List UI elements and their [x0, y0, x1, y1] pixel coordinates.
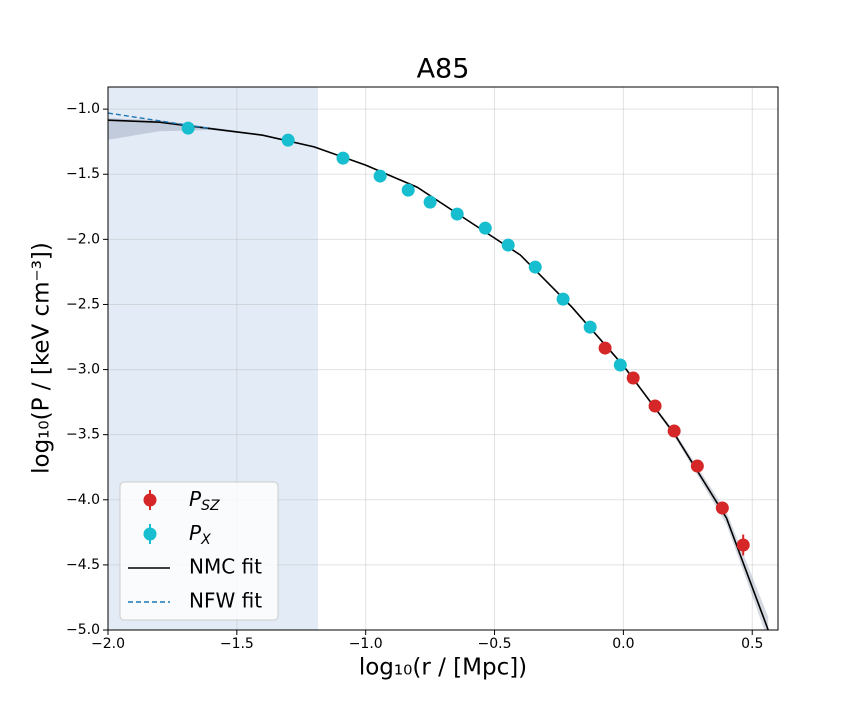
- y-tick-label: −4.5: [66, 557, 100, 573]
- point: [373, 169, 387, 183]
- fit-line: [108, 112, 212, 130]
- point: [478, 221, 492, 235]
- y-tick-label: −1.0: [66, 101, 100, 117]
- y-axis-label: log₁₀(P / [keV cm⁻³]): [29, 242, 55, 474]
- y-tick-label: −3.0: [66, 362, 100, 378]
- x-tick-label: 0.5: [741, 636, 763, 652]
- point: [528, 260, 542, 274]
- y-tick-label: −2.5: [66, 296, 100, 312]
- point: [556, 292, 570, 306]
- point: [736, 538, 750, 552]
- point: [450, 207, 464, 221]
- point: [336, 151, 350, 165]
- point: [401, 183, 415, 197]
- fit-line: [108, 119, 769, 630]
- x-tick-label: −2.0: [91, 636, 125, 652]
- point: [423, 195, 437, 209]
- legend-swatch: [143, 493, 157, 507]
- point: [501, 238, 515, 252]
- point: [715, 501, 729, 515]
- y-tick-label: −3.5: [66, 427, 100, 443]
- legend-label: NFW fit: [189, 589, 262, 613]
- x-tick-label: −1.0: [349, 636, 383, 652]
- point: [598, 341, 612, 355]
- legend-box: [119, 481, 279, 621]
- x-tick-label: 0.0: [612, 636, 634, 652]
- point: [626, 371, 640, 385]
- plot-frame: [107, 86, 779, 631]
- y-tick-label: −1.5: [66, 166, 100, 182]
- x-axis-label: log₁₀(r / [Mpc]): [359, 655, 527, 681]
- legend-label: NMC fit: [189, 555, 262, 579]
- point: [690, 459, 704, 473]
- point: [667, 424, 681, 438]
- legend-swatch: [143, 527, 157, 541]
- legend-label: PSZ: [189, 487, 220, 515]
- y-tick-label: −4.0: [66, 492, 100, 508]
- point: [648, 399, 662, 413]
- chart-title: A85: [417, 54, 470, 85]
- y-tick-label: −2.0: [66, 231, 100, 247]
- x-tick-label: −0.5: [478, 636, 512, 652]
- legend-label: PX: [189, 521, 211, 549]
- point: [583, 320, 597, 334]
- x-tick-label: −1.5: [220, 636, 254, 652]
- point: [181, 121, 195, 135]
- point: [613, 358, 627, 372]
- y-tick-label: −5.0: [66, 622, 100, 638]
- point: [281, 133, 295, 147]
